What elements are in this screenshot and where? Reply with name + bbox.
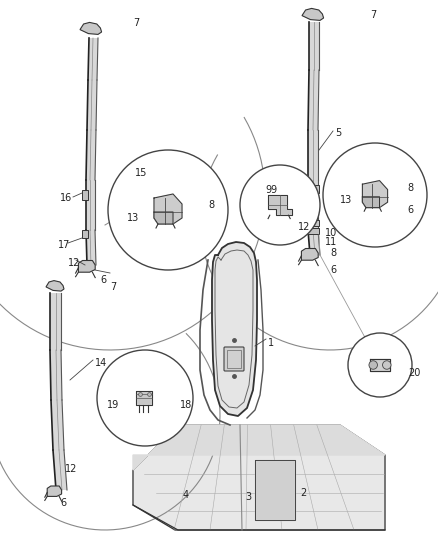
Text: 6: 6 [407,205,413,215]
FancyBboxPatch shape [82,230,88,238]
Text: 16: 16 [60,193,72,203]
Circle shape [240,165,320,245]
Text: 12: 12 [68,258,81,268]
Circle shape [369,361,378,369]
Text: 20: 20 [408,368,420,378]
Polygon shape [133,425,385,530]
Text: 9: 9 [265,185,271,195]
Polygon shape [362,181,388,207]
Circle shape [348,333,412,397]
Text: 9: 9 [270,185,276,195]
FancyBboxPatch shape [307,185,319,193]
Polygon shape [268,195,292,215]
Text: 10: 10 [325,228,337,238]
FancyBboxPatch shape [307,228,319,234]
Text: 8: 8 [208,200,214,210]
Text: 8: 8 [407,183,413,193]
FancyBboxPatch shape [82,190,88,200]
Polygon shape [133,425,385,470]
Text: 15: 15 [135,168,147,178]
Text: 5: 5 [335,128,341,138]
Circle shape [323,143,427,247]
Text: 17: 17 [58,240,71,250]
Text: 6: 6 [60,498,66,508]
Text: 13: 13 [340,195,352,205]
Circle shape [97,350,193,446]
Text: 11: 11 [325,237,337,247]
Circle shape [382,361,391,369]
Text: 1: 1 [268,338,274,348]
Text: 19: 19 [107,400,119,410]
Polygon shape [255,460,295,520]
Text: 12: 12 [298,222,311,232]
Text: 14: 14 [95,358,107,368]
Text: 18: 18 [180,400,192,410]
Polygon shape [86,38,98,265]
Polygon shape [301,248,318,260]
Polygon shape [136,391,152,405]
Text: 6: 6 [100,275,106,285]
FancyBboxPatch shape [307,220,319,226]
Text: 13: 13 [127,213,139,223]
Polygon shape [78,261,95,272]
Text: 6: 6 [330,265,336,275]
Polygon shape [370,359,390,371]
Circle shape [108,150,228,270]
Text: 7: 7 [133,18,139,28]
Text: 4: 4 [183,490,189,500]
Polygon shape [154,194,182,224]
Polygon shape [46,280,64,291]
Text: 8: 8 [330,248,336,258]
Polygon shape [212,242,257,416]
Text: 2: 2 [300,488,306,498]
Text: 12: 12 [65,464,78,474]
Polygon shape [80,22,102,35]
Text: 7: 7 [370,10,376,20]
Polygon shape [302,9,324,20]
Polygon shape [362,197,379,207]
Polygon shape [47,486,62,496]
Polygon shape [308,22,320,255]
Polygon shape [154,212,173,224]
Text: 3: 3 [245,492,251,502]
Text: 7: 7 [110,282,116,292]
FancyBboxPatch shape [224,347,244,371]
Polygon shape [50,293,67,490]
